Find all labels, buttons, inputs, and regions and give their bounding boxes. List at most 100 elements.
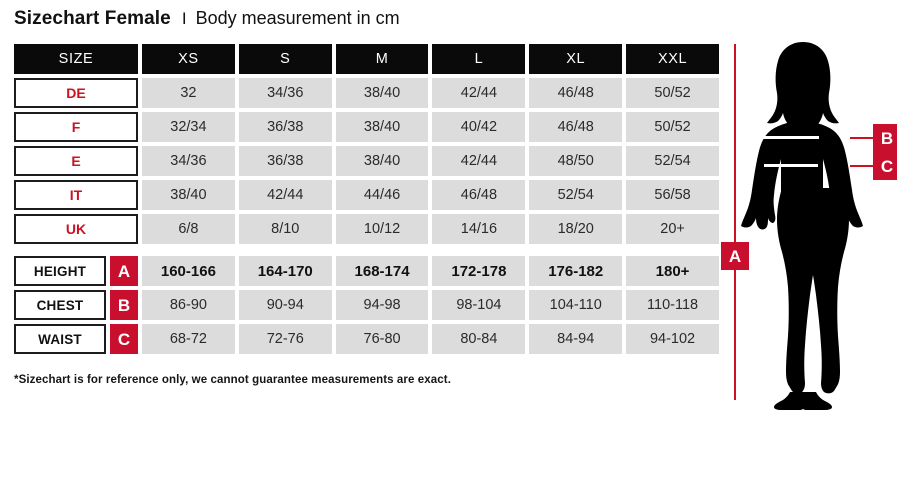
waist-leader-line (850, 165, 874, 167)
table-row: F 32/34 36/38 38/40 40/42 46/48 50/52 (14, 112, 719, 142)
table-row: IT 38/40 42/44 44/46 46/48 52/54 56/58 (14, 180, 719, 210)
column-header-size: SIZE (14, 44, 138, 74)
cell-chest-xxl: 110-118 (626, 290, 719, 320)
disclaimer-text: *Sizechart is for reference only, we can… (14, 374, 451, 386)
header-cells: XS S M L XL XXL (142, 44, 719, 74)
status-badge-a: A (110, 256, 138, 286)
cell-de-s: 34/36 (238, 78, 332, 108)
table-row: DE 32 34/36 38/40 42/44 46/48 50/52 (14, 78, 719, 108)
column-header-s: S (238, 44, 332, 74)
cell-de-l: 42/44 (432, 78, 526, 108)
cell-it-xl: 52/54 (529, 180, 623, 210)
cell-height-xs: 160-166 (142, 256, 235, 286)
cell-de-xl: 46/48 (529, 78, 623, 108)
row-label-it: IT (14, 180, 138, 210)
row-label-cell: IT (14, 180, 138, 210)
cell-f-l: 40/42 (432, 112, 526, 142)
page-title-subtitle: Body measurement in cm (195, 8, 400, 28)
cell-it-m: 44/46 (335, 180, 429, 210)
cell-f-xs: 32/34 (142, 112, 235, 142)
cell-e-m: 38/40 (335, 146, 429, 176)
height-measure-line (734, 44, 736, 400)
cell-de-xs: 32 (142, 78, 235, 108)
row-cells: 68-72 72-76 76-80 80-84 84-94 94-102 (142, 324, 719, 354)
cell-de-m: 38/40 (335, 78, 429, 108)
row-label-uk: UK (14, 214, 138, 244)
cell-height-l: 172-178 (432, 256, 526, 286)
row-label-e: E (14, 146, 138, 176)
cell-chest-xl: 104-110 (529, 290, 623, 320)
status-badge-c: C (110, 324, 138, 354)
cell-waist-xl: 84-94 (529, 324, 623, 354)
row-label-cell: E (14, 146, 138, 176)
table-row: UK 6/8 8/10 10/12 14/16 18/20 20+ (14, 214, 719, 244)
cell-e-xxl: 52/54 (626, 146, 719, 176)
row-label-chest: CHEST (14, 290, 106, 320)
row-label-cell: UK (14, 214, 138, 244)
cell-waist-s: 72-76 (238, 324, 332, 354)
cell-waist-xs: 68-72 (142, 324, 235, 354)
column-header-xs: XS (142, 44, 235, 74)
figure-marker-c: C (873, 152, 897, 180)
female-silhouette-icon (738, 40, 868, 410)
cell-uk-xxl: 20+ (626, 214, 719, 244)
cell-chest-l: 98-104 (432, 290, 526, 320)
figure-marker-b: B (873, 124, 897, 152)
figure-marker-a: A (721, 242, 749, 270)
row-label-f: F (14, 112, 138, 142)
table-row: WAIST C 68-72 72-76 76-80 80-84 84-94 94… (14, 324, 719, 354)
cell-it-xxl: 56/58 (626, 180, 719, 210)
column-header-xl: XL (529, 44, 623, 74)
row-label-cell: F (14, 112, 138, 142)
row-cells: 32/34 36/38 38/40 40/42 46/48 50/52 (142, 112, 719, 142)
row-label-de: DE (14, 78, 138, 108)
page-title-main: Sizechart Female (14, 8, 171, 29)
column-header-m: M (335, 44, 429, 74)
cell-chest-s: 90-94 (238, 290, 332, 320)
cell-e-xl: 48/50 (529, 146, 623, 176)
cell-it-s: 42/44 (238, 180, 332, 210)
row-label-cell: WAIST C (14, 324, 138, 354)
cell-waist-l: 80-84 (432, 324, 526, 354)
sizechart-table: SIZE XS S M L XL XXL DE 32 34/36 38/40 4… (14, 44, 719, 354)
row-label-cell: CHEST B (14, 290, 138, 320)
page-title: Sizechart Female I Body measurement in c… (14, 8, 400, 30)
row-cells: 32 34/36 38/40 42/44 46/48 50/52 (142, 78, 719, 108)
cell-uk-l: 14/16 (432, 214, 526, 244)
header-label-cell: SIZE (14, 44, 138, 74)
waist-measure-band (764, 164, 818, 167)
title-separator: I (181, 9, 187, 28)
cell-e-s: 36/38 (238, 146, 332, 176)
cell-height-xl: 176-182 (529, 256, 623, 286)
cell-waist-xxl: 94-102 (626, 324, 719, 354)
body-figure-panel: A B C (716, 40, 897, 440)
cell-f-m: 38/40 (335, 112, 429, 142)
cell-waist-m: 76-80 (335, 324, 429, 354)
cell-it-xs: 38/40 (142, 180, 235, 210)
cell-e-l: 42/44 (432, 146, 526, 176)
cell-f-s: 36/38 (238, 112, 332, 142)
column-header-l: L (432, 44, 526, 74)
cell-chest-m: 94-98 (335, 290, 429, 320)
cell-height-m: 168-174 (335, 256, 429, 286)
status-badge-b: B (110, 290, 138, 320)
table-row: HEIGHT A 160-166 164-170 168-174 172-178… (14, 256, 719, 286)
cell-height-s: 164-170 (238, 256, 332, 286)
row-cells: 34/36 36/38 38/40 42/44 48/50 52/54 (142, 146, 719, 176)
cell-height-xxl: 180+ (626, 256, 719, 286)
row-label-waist: WAIST (14, 324, 106, 354)
table-row: E 34/36 36/38 38/40 42/44 48/50 52/54 (14, 146, 719, 176)
row-cells: 86-90 90-94 94-98 98-104 104-110 110-118 (142, 290, 719, 320)
cell-de-xxl: 50/52 (626, 78, 719, 108)
table-row: CHEST B 86-90 90-94 94-98 98-104 104-110… (14, 290, 719, 320)
row-cells: 38/40 42/44 44/46 46/48 52/54 56/58 (142, 180, 719, 210)
row-label-cell: DE (14, 78, 138, 108)
cell-uk-xl: 18/20 (529, 214, 623, 244)
cell-uk-s: 8/10 (238, 214, 332, 244)
cell-e-xs: 34/36 (142, 146, 235, 176)
cell-it-l: 46/48 (432, 180, 526, 210)
row-label-cell: HEIGHT A (14, 256, 138, 286)
row-cells: 6/8 8/10 10/12 14/16 18/20 20+ (142, 214, 719, 244)
chest-leader-line (850, 137, 874, 139)
